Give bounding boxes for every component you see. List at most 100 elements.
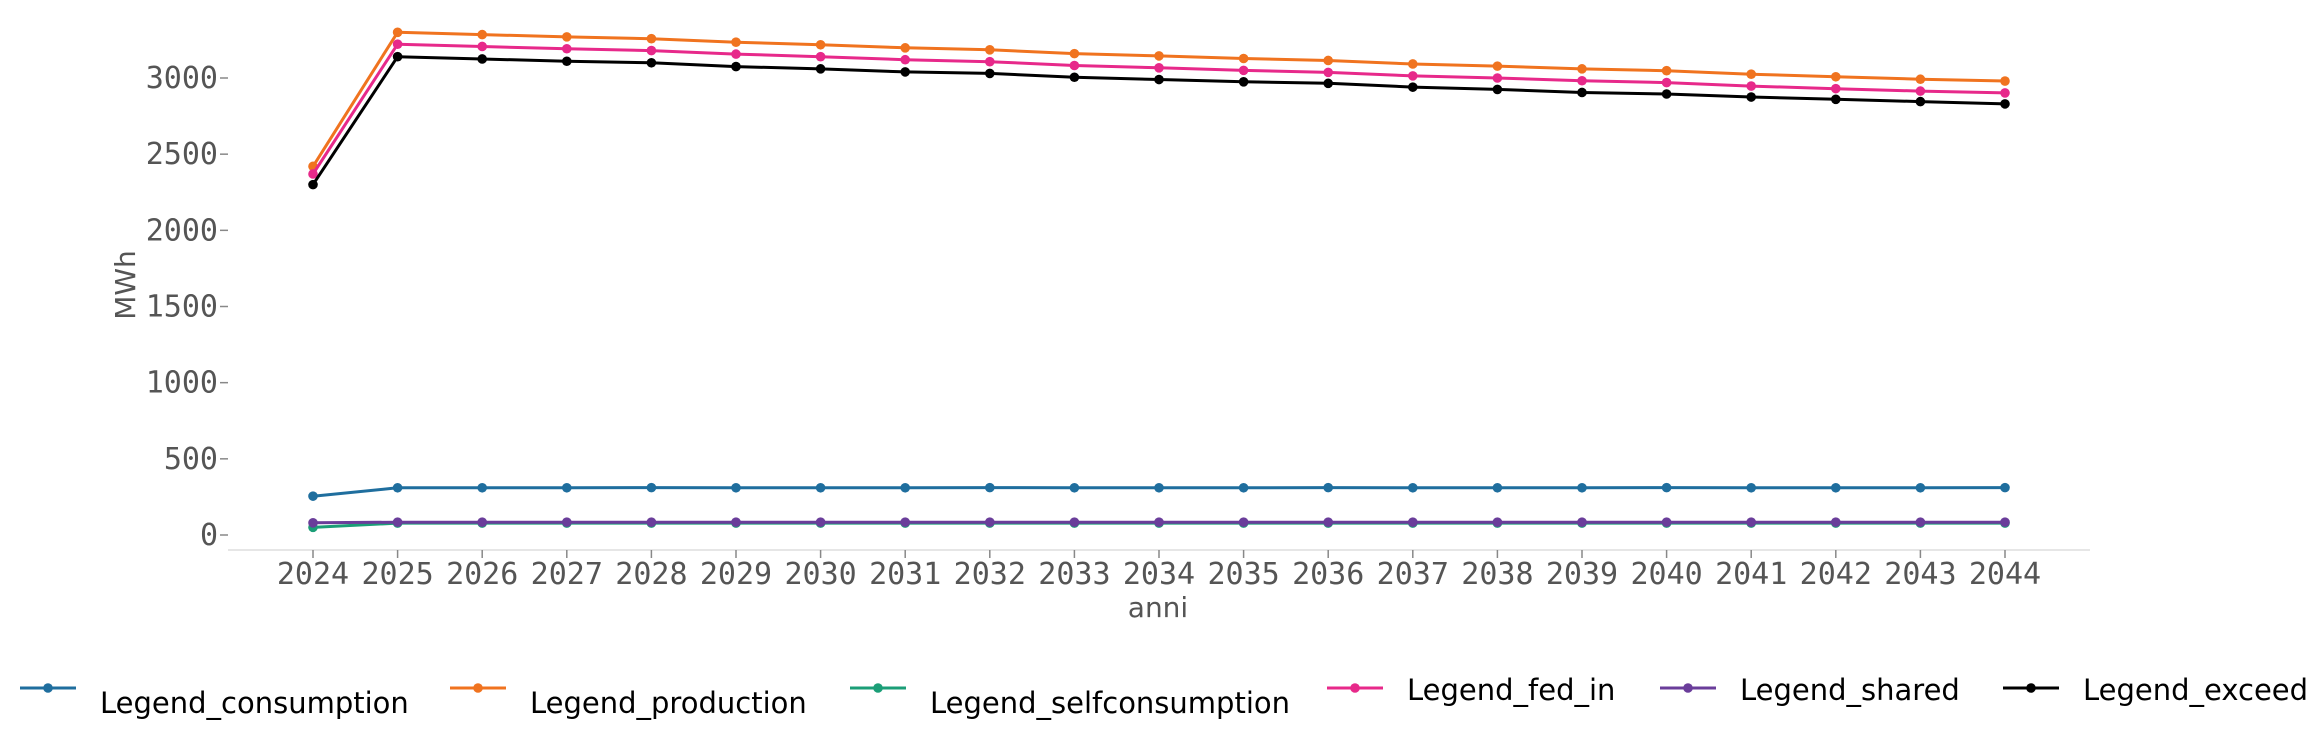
x-tick-label: 2039 [1546, 557, 1618, 592]
x-tick-label: 2033 [1038, 557, 1110, 592]
data-point [1154, 517, 1164, 528]
x-tick-label: 2031 [869, 557, 941, 592]
data-point [477, 29, 488, 40]
data-point [815, 64, 826, 74]
data-point [308, 179, 318, 190]
x-tick-label: 2030 [784, 557, 856, 592]
data-point [1069, 72, 1080, 83]
data-point [477, 482, 488, 493]
legend-swatch-marker [873, 683, 883, 693]
x-tick-label: 2024 [277, 557, 349, 592]
data-point [1915, 482, 1926, 493]
data-point [900, 43, 910, 53]
data-point [815, 517, 826, 528]
data-point [646, 45, 657, 56]
data-point [477, 517, 488, 528]
data-point [646, 33, 657, 44]
data-point [985, 45, 995, 55]
data-point [562, 43, 572, 54]
data-point [1746, 81, 1756, 91]
data-point [477, 54, 488, 64]
data-point [308, 518, 318, 528]
data-point [308, 491, 318, 501]
data-point [562, 517, 572, 528]
x-tick-label: 2027 [531, 557, 603, 592]
data-point [1154, 51, 1164, 61]
y-axis-label: MWh [109, 250, 142, 320]
data-point [1915, 74, 1926, 85]
data-point [392, 27, 403, 38]
x-tick-label: 2032 [954, 557, 1026, 592]
data-point [308, 169, 318, 179]
data-point [900, 517, 910, 528]
data-point [1238, 65, 1249, 76]
data-point [1154, 74, 1164, 85]
legend-item: Legend_shared [1660, 673, 1960, 707]
data-point [731, 61, 741, 72]
data-point [1408, 71, 1418, 81]
data-point [392, 51, 403, 62]
data-point [1915, 517, 1926, 528]
x-tick-label: 2026 [446, 557, 518, 592]
data-point [1323, 67, 1333, 78]
data-point [1661, 517, 1672, 528]
data-point [1154, 482, 1164, 493]
data-point [1323, 482, 1333, 493]
data-point [1661, 77, 1672, 88]
data-point [731, 37, 741, 48]
data-point [900, 67, 910, 77]
data-point [1746, 69, 1756, 79]
data-point [646, 517, 657, 528]
y-tick-label: 500 [164, 442, 218, 477]
data-point [1069, 482, 1080, 493]
y-tick-label: 1000 [146, 366, 218, 401]
x-tick-label: 2042 [1800, 557, 1872, 592]
data-point [1323, 517, 1333, 528]
data-point [731, 482, 741, 493]
x-tick-label: 2036 [1292, 557, 1364, 592]
chart-series [308, 27, 2010, 533]
x-tick-label: 2028 [615, 557, 687, 592]
data-point [1492, 517, 1503, 528]
data-point [1408, 517, 1418, 528]
legend-label: Legend_consumption [100, 686, 409, 720]
data-point [646, 57, 657, 68]
legend-label: Legend_selfconsumption [930, 686, 1290, 720]
data-point [1577, 482, 1587, 493]
chart-axes: 0 500 1000 1500 2000 2500 3000 2024 2025 2026 2027… [146, 61, 2090, 592]
x-tick-label: 2041 [1715, 557, 1787, 592]
data-point [562, 482, 572, 493]
data-point [1238, 482, 1249, 493]
data-point [1492, 482, 1503, 493]
data-point [2000, 99, 2010, 109]
x-tick-label: 2025 [361, 557, 433, 592]
data-point [1577, 517, 1587, 528]
data-point [1831, 71, 1841, 82]
data-point [1069, 60, 1080, 71]
data-point [392, 39, 403, 49]
data-point [2000, 482, 2010, 493]
legend-item: Legend_selfconsumption [850, 683, 1290, 720]
data-point [1831, 482, 1841, 493]
data-point [1408, 59, 1418, 69]
legend-swatch-marker [2026, 683, 2036, 693]
data-point [1577, 64, 1587, 74]
data-point [1831, 83, 1841, 94]
legend-label: Legend_shared [1740, 673, 1960, 707]
data-point [815, 39, 826, 50]
y-tick-label: 2000 [146, 213, 218, 248]
legend-label: Legend_production [530, 686, 807, 720]
data-point [731, 517, 741, 528]
data-point [815, 51, 826, 62]
legend-label: Legend_fed_in [1407, 673, 1615, 707]
data-point [1492, 73, 1503, 83]
legend-label: Legend_exceed [2083, 673, 2308, 707]
legend-swatch-marker [1350, 683, 1360, 693]
data-point [985, 482, 995, 493]
data-point [900, 54, 910, 65]
data-point [985, 68, 995, 79]
data-point [2000, 76, 2010, 86]
data-point [1492, 61, 1503, 71]
legend-swatch-marker [473, 683, 483, 693]
